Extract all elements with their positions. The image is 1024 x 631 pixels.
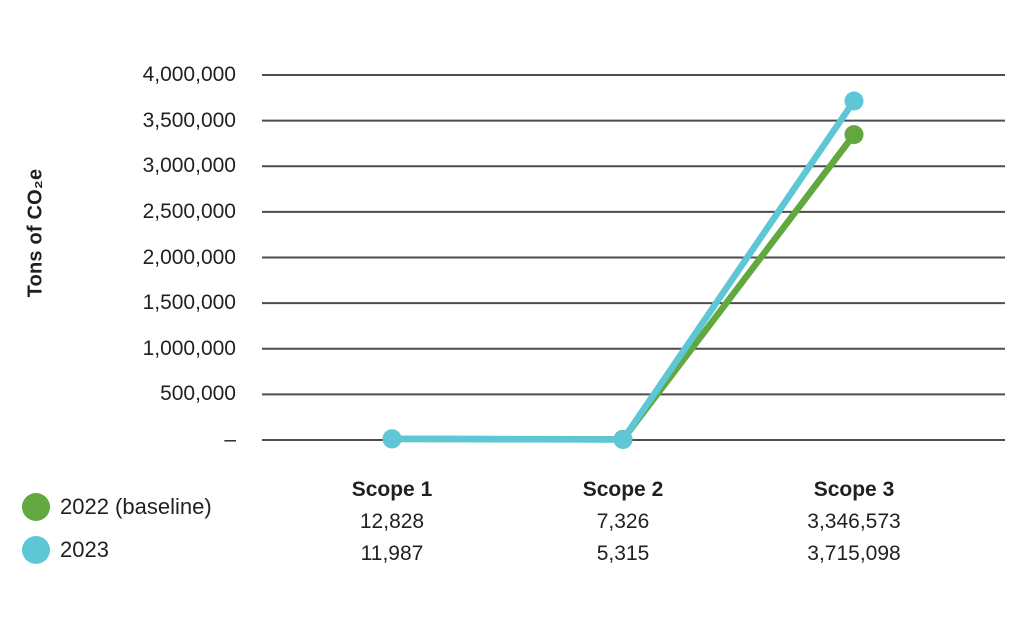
legend-item: 2023 (22, 532, 212, 568)
table-value: 3,346,573 (807, 510, 901, 533)
legend-dot-icon (22, 493, 50, 521)
category-label: Scope 2 (582, 478, 664, 501)
y-tick-label: 500,000 (160, 382, 236, 406)
legend-label: 2023 (60, 537, 109, 562)
y-tick-label: – (224, 428, 236, 451)
data-point-marker (844, 91, 864, 111)
y-tick-label: 2,500,000 (142, 199, 236, 223)
table-value: 5,315 (596, 542, 650, 565)
table-column: Scope 3 3,346,573 3,715,098 (734, 474, 974, 570)
table-value: 12,828 (359, 510, 425, 533)
legend-item: 2022 (baseline) (22, 489, 212, 525)
table-column: Scope 2 7,326 5,315 (503, 474, 743, 570)
y-tick-label: 3,000,000 (142, 154, 236, 178)
table-column: Scope 1 12,828 11,987 (272, 474, 512, 570)
category-label: Scope 3 (813, 478, 895, 501)
category-label: Scope 1 (351, 478, 433, 501)
y-tick-label: 1,500,000 (142, 291, 236, 315)
table-value: 3,715,098 (807, 542, 901, 565)
series-line-2023 (388, 97, 858, 443)
y-tick-label: 4,000,000 (142, 63, 236, 86)
legend-label: 2022 (baseline) (60, 494, 212, 519)
table-value: 11,987 (360, 542, 424, 565)
legend: 2022 (baseline) 2023 (22, 489, 212, 575)
y-tick-label: 2,000,000 (142, 245, 236, 269)
data-point-marker (382, 429, 402, 449)
y-tick-label: 1,000,000 (142, 336, 236, 360)
y-tick-label: 3,500,000 (142, 108, 236, 132)
data-point-marker (613, 430, 633, 450)
table-value: 7,326 (596, 510, 650, 533)
data-point-marker (844, 125, 864, 145)
legend-dot-icon (22, 536, 50, 564)
